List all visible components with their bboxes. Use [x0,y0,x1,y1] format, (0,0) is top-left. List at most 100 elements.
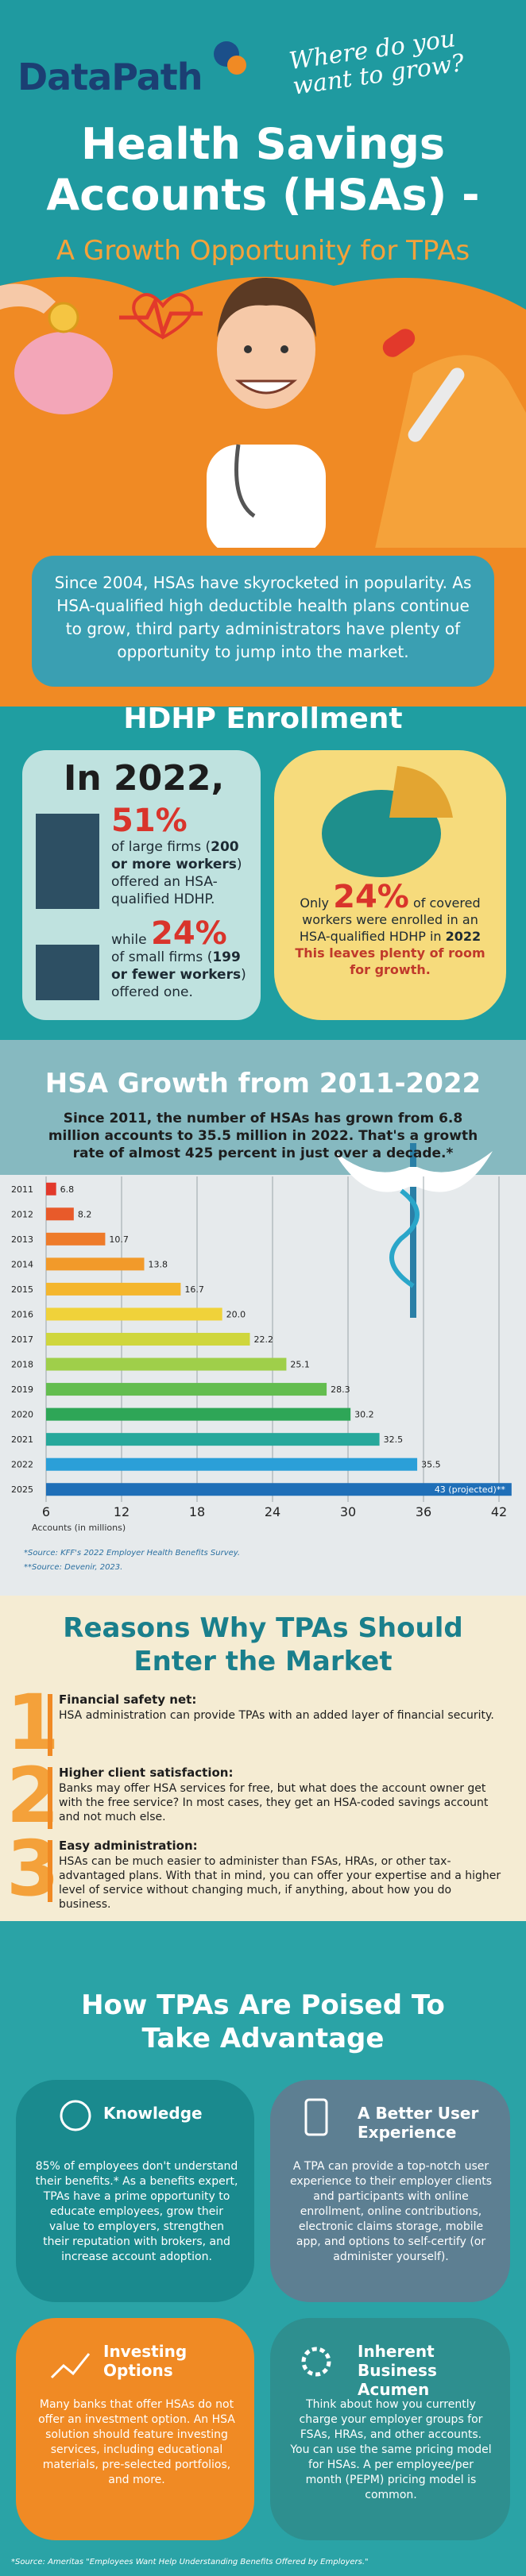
card: Investing Options Many banks that offer H… [16,2318,254,2540]
bar [46,1357,287,1371]
bar [46,1182,56,1196]
x-tick-label: 30 [340,1504,356,1519]
value-label: 22.2 [254,1334,274,1345]
bar [46,1457,418,1471]
caduceus-wings [334,1151,493,1192]
x-tick-label: 12 [114,1504,130,1519]
y-tick-label: 2011 [11,1184,33,1195]
reason: 3 Easy administration: HSAs can be much ea… [0,1829,526,1911]
subtitle: A Growth Opportunity for TPAs [56,235,470,267]
x-tick-label: 24 [265,1504,280,1519]
text: of small firms ( [111,949,213,965]
gear-icon [301,2347,331,2377]
reasons-bg [0,1596,526,1921]
y-tick-label: 2025 [11,1484,33,1495]
source: *Source: KFF's 2022 Employer Health Bene… [24,1549,241,1558]
building-icon [36,814,99,909]
bar [46,1433,380,1446]
intro-text: Since 2004, HSAs have skyrocketed in pop… [54,573,472,661]
y-tick-label: 2019 [11,1384,33,1395]
y-tick-label: 2018 [11,1360,33,1370]
y-tick-label: 2013 [11,1234,33,1245]
percent: 51% [111,803,188,839]
title-line: Accounts (HSAs) - [46,170,480,220]
y-tick-label: 2016 [11,1309,33,1319]
covered-text: Only 24% of covered workers were enrolle… [286,881,494,978]
y-tick-label: 2021 [11,1434,33,1445]
value-label: 8.2 [78,1209,92,1219]
doctor-eye [244,345,252,353]
text-bold: 200 or more workers [111,839,239,872]
year: 2022, [114,758,225,799]
thermometer [408,368,465,442]
card: Knowledge 85% of employees don't understa… [16,2080,254,2302]
value-label: 28.3 [331,1384,350,1395]
x-tick-label: 42 [491,1504,507,1519]
reason-text: HSAs can be much easier to administer th… [59,1855,501,1911]
footer-source: *Source: Ameritas "Employees Want Help U… [11,2558,369,2566]
bar [46,1407,351,1421]
y-tick-label: 2017 [11,1334,33,1345]
growth-header-bg [0,1040,526,1175]
percent: 24% [333,879,409,915]
y-tick-label: 2014 [11,1259,33,1269]
small-firms-text: while 24% of small firms (199 or fewer wo… [111,918,254,1001]
coin [48,302,79,333]
card: Inherent Business Acumen Think about how … [270,2318,509,2540]
x-axis-label: Accounts (in millions) [32,1523,126,1533]
x-tick-label: 6 [42,1504,50,1519]
pie [322,766,453,877]
text: ) offered an HSA-qualified HDHP. [111,857,242,907]
reason-text: HSA administration can provide TPAs with… [59,1709,494,1722]
pill [382,329,416,357]
doctor-eye [280,345,288,353]
percent: 24% [151,915,227,952]
caduceus-snake [389,1188,420,1288]
hand [0,283,56,314]
pie-slice [389,766,453,818]
sources: *Source: KFF's 2022 Employer Health Bene… [24,1546,240,1575]
doctor-smile [234,379,298,395]
section-heading: Reasons Why TPAs Should Enter the Market [63,1612,463,1677]
value-label: 20.0 [226,1309,246,1319]
bar [46,1307,222,1321]
year: 2022 [445,929,482,944]
reason: 1 Financial safety net: HSA administration… [0,1683,526,1762]
source: **Source: Devenir, 2023. [24,1563,123,1572]
doctor-hair [217,278,316,337]
x-tick-label: 18 [189,1504,205,1519]
reason-title: Higher client satisfaction: [59,1765,234,1780]
bar [46,1207,74,1221]
large-firms-year: In 2022, [64,758,224,799]
card-title: Inherent Business Acumen [358,2342,437,2399]
reason-bar [48,1840,52,1902]
logo: DataPath [17,56,203,98]
logo-mark [227,56,246,75]
value-label: 43 (projected)** [435,1484,506,1495]
heart [132,293,194,340]
reason: 2 Higher client satisfaction: Banks may of… [0,1756,526,1835]
value-label: 25.1 [290,1360,310,1370]
value-label: 16.7 [184,1284,204,1295]
value-label: 6.8 [60,1184,75,1195]
reason-bar [48,1767,52,1829]
card-bg [270,2080,510,2302]
y-tick-label: 2022 [11,1460,33,1470]
reason-title: Financial safety net: [59,1692,197,1707]
value-label: 13.8 [149,1259,168,1269]
bar [46,1383,327,1396]
phone-icon [304,2098,328,2136]
doctor-face [217,290,315,409]
heartbeat [119,295,203,341]
card-text: 85% of employees don't understand their … [35,2160,238,2263]
value-label: 32.5 [384,1434,404,1445]
text-bold: 199 or fewer workers [111,949,242,983]
header-blob [373,355,526,556]
caduceus [334,1143,493,1318]
text: of covered workers were enrolled in an H… [299,895,481,944]
chart-title: HSA Growth from 2011-2022 [44,1068,482,1099]
bar [46,1232,106,1246]
